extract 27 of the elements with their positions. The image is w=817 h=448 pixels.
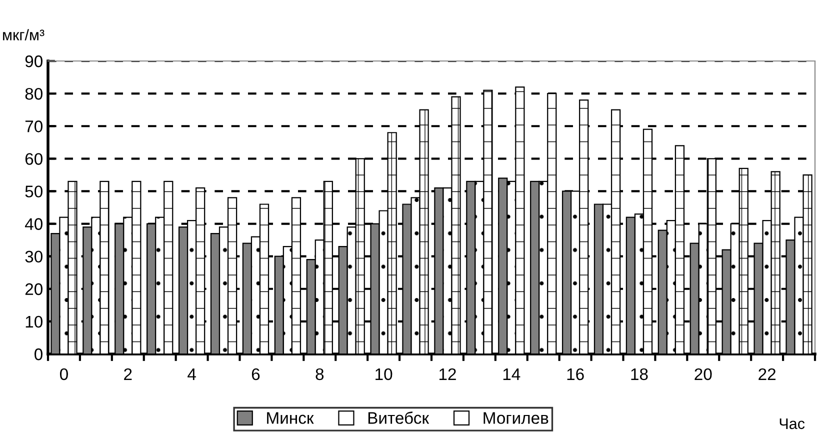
x-tick-label: 4 [188,368,196,380]
y-tick-label: 60 [25,153,42,165]
x-tick-label: 16 [567,368,584,380]
x-tick-label: 2 [124,368,132,380]
x-tick-label: 22 [758,368,776,380]
y-tick-label: 0 [34,348,42,360]
y-tick-label: 50 [25,186,42,198]
y-tick-label: 80 [25,88,42,100]
legend-label: Минск [267,412,314,424]
x-tick-label: 20 [694,368,712,380]
y-tick-label: 30 [25,250,42,263]
x-tick-label: 10 [376,368,392,380]
y-tick-label: 70 [25,120,42,132]
x-tick-label: 14 [503,368,520,380]
x-tick-label: 18 [631,368,648,380]
legend-label: Витебск [368,412,430,424]
y-tick-label: 90 [25,55,42,68]
x-tick-label: 8 [316,368,324,380]
y-tick-label: 20 [25,283,42,296]
legend-label: Могилев [484,412,548,424]
y-tick-label: 40 [24,218,42,230]
x-tick-label: 12 [439,368,456,380]
x-axis-title: Час [780,418,805,430]
y-axis-title: мкг/м³ [3,29,44,40]
y-tick-label: 10 [26,316,42,328]
x-tick-label: 0 [60,368,68,380]
x-tick-label: 6 [252,368,260,380]
